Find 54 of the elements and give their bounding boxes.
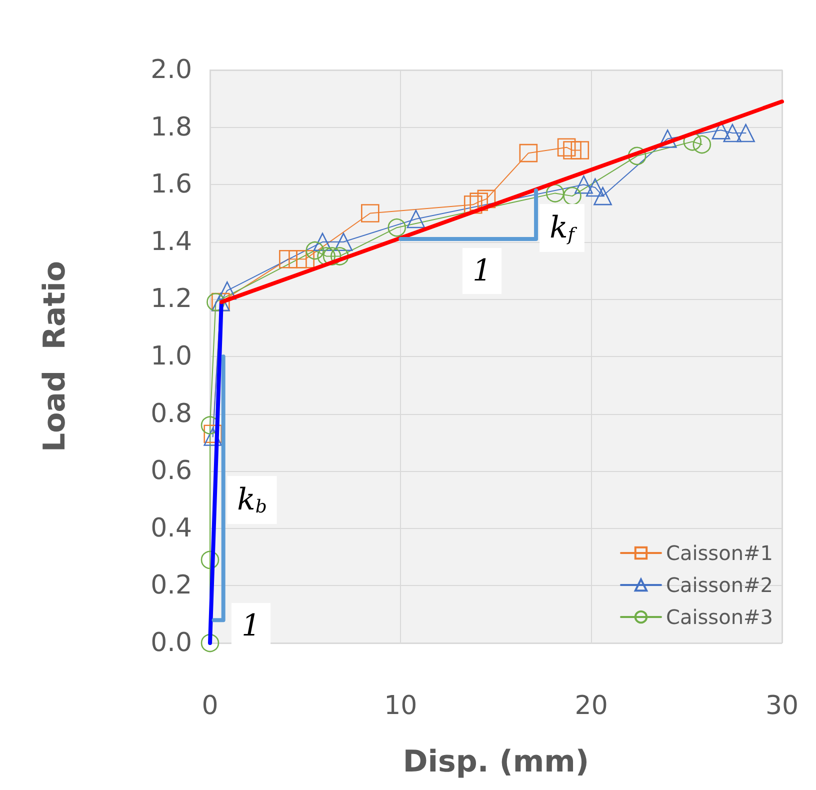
legend-label: Caisson#3 [666, 605, 774, 629]
point [570, 141, 590, 160]
point [313, 232, 332, 252]
y-tick-label: 1.6 [150, 170, 192, 200]
point [204, 428, 222, 446]
point [470, 192, 488, 211]
point [736, 124, 755, 142]
annotation: kb [237, 482, 267, 518]
point [306, 241, 324, 260]
point [519, 144, 538, 162]
point [594, 186, 612, 206]
y-tick-label: 0.4 [150, 513, 192, 544]
y-tick-label: 0.0 [150, 628, 192, 658]
point [712, 121, 730, 140]
y-tick-label: 0.2 [150, 570, 192, 601]
x-tick-label: 30 [765, 691, 799, 721]
x-axis-title: Disp. (mm) [402, 744, 590, 780]
point [200, 634, 220, 652]
point [200, 550, 220, 570]
point [330, 247, 349, 266]
point [692, 135, 712, 154]
annotation: kf [550, 210, 578, 246]
x-tick-label: 20 [574, 691, 608, 721]
point [464, 196, 482, 214]
annotation: 1 [472, 254, 492, 288]
annotation: 1 [241, 608, 261, 644]
point [546, 184, 564, 202]
point [723, 124, 742, 142]
point [406, 210, 426, 228]
point [563, 141, 582, 160]
y-tick-label: 1.2 [150, 284, 192, 314]
x-tick-label: 0 [202, 691, 218, 721]
point [628, 146, 646, 166]
point [563, 186, 582, 206]
point [334, 232, 353, 252]
point [206, 292, 225, 312]
point [574, 175, 593, 194]
point [586, 178, 604, 197]
y-tick-label: 1.4 [150, 226, 192, 257]
y-tick-label: 0.6 [150, 456, 192, 486]
point [557, 138, 576, 157]
point [204, 424, 222, 444]
y-tick-label: 0.8 [150, 398, 192, 429]
y-axis-title: Load Ratio [38, 261, 72, 452]
legend-label: Caisson#2 [666, 573, 774, 597]
point [658, 130, 677, 148]
y-tick-label: 2.0 [150, 55, 192, 85]
y-tick-label: 1.0 [150, 342, 192, 372]
point [322, 247, 342, 266]
y-tick-label: 1.8 [150, 112, 192, 142]
point [361, 204, 380, 222]
x-tick-label: 10 [384, 691, 418, 721]
legend-label: Caisson#1 [666, 541, 774, 565]
point [388, 218, 406, 237]
